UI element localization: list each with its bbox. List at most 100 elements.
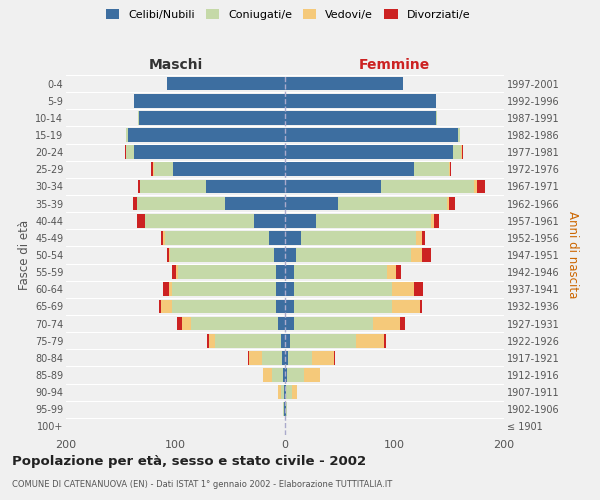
Bar <box>411 248 422 262</box>
Bar <box>294 316 373 330</box>
Bar <box>128 128 285 142</box>
Bar <box>263 368 272 382</box>
Bar <box>283 368 285 382</box>
Bar <box>419 300 422 314</box>
Bar <box>161 300 172 314</box>
Bar <box>140 180 206 194</box>
Bar <box>254 214 285 228</box>
Text: Popolazione per età, sesso e stato civile - 2002: Popolazione per età, sesso e stato civil… <box>12 455 366 468</box>
Bar <box>436 111 437 124</box>
Bar <box>278 316 285 330</box>
Bar <box>285 162 414 176</box>
Bar <box>285 316 294 330</box>
Bar <box>137 196 225 210</box>
Bar <box>285 248 296 262</box>
Bar <box>125 146 126 159</box>
Bar <box>278 386 281 399</box>
Bar <box>126 146 134 159</box>
Bar <box>287 368 304 382</box>
Bar <box>145 214 254 228</box>
Bar <box>356 334 383 347</box>
Bar <box>316 214 431 228</box>
Bar <box>164 231 269 244</box>
Bar <box>138 180 140 194</box>
Bar <box>392 282 414 296</box>
Bar <box>395 266 401 279</box>
Bar <box>283 402 284 416</box>
Bar <box>167 76 285 90</box>
Bar <box>458 128 460 142</box>
Bar <box>387 266 395 279</box>
Bar <box>449 162 451 176</box>
Bar <box>138 111 139 124</box>
Bar <box>161 231 163 244</box>
Bar <box>422 248 431 262</box>
Bar <box>288 351 313 364</box>
Bar <box>285 351 288 364</box>
Bar <box>422 231 425 244</box>
Bar <box>476 180 485 194</box>
Bar <box>285 94 436 108</box>
Bar <box>475 180 476 194</box>
Bar <box>282 351 285 364</box>
Bar <box>400 316 406 330</box>
Y-axis label: Fasce di età: Fasce di età <box>17 220 31 290</box>
Bar <box>281 334 285 347</box>
Bar <box>276 282 285 296</box>
Bar <box>172 282 276 296</box>
Bar <box>296 248 411 262</box>
Bar <box>285 334 290 347</box>
Bar <box>269 231 285 244</box>
Bar <box>284 386 285 399</box>
Bar <box>173 162 285 176</box>
Bar <box>209 334 215 347</box>
Bar <box>285 146 452 159</box>
Bar <box>133 196 137 210</box>
Bar <box>176 266 178 279</box>
Text: COMUNE DI CATENANUOVA (EN) - Dati ISTAT 1° gennaio 2002 - Elaborazione TUTTITALI: COMUNE DI CATENANUOVA (EN) - Dati ISTAT … <box>12 480 392 489</box>
Bar <box>139 111 285 124</box>
Bar <box>313 351 334 364</box>
Bar <box>285 180 382 194</box>
Bar <box>461 146 463 159</box>
Bar <box>416 231 422 244</box>
Bar <box>276 300 285 314</box>
Bar <box>285 266 294 279</box>
Bar <box>152 162 154 176</box>
Bar <box>172 300 276 314</box>
Bar <box>294 282 392 296</box>
Bar <box>285 386 286 399</box>
Bar <box>414 282 423 296</box>
Bar <box>182 316 191 330</box>
Bar <box>169 282 172 296</box>
Bar <box>134 94 285 108</box>
Bar <box>178 266 276 279</box>
Bar <box>285 231 301 244</box>
Bar <box>334 351 335 364</box>
Bar <box>272 368 283 382</box>
Bar <box>206 180 285 194</box>
Bar <box>285 214 316 228</box>
Bar <box>274 248 285 262</box>
Y-axis label: Anni di nascita: Anni di nascita <box>566 212 579 298</box>
Bar <box>414 162 449 176</box>
Bar <box>191 316 278 330</box>
Bar <box>294 266 387 279</box>
Bar <box>292 386 297 399</box>
Bar <box>248 351 249 364</box>
Bar <box>286 386 292 399</box>
Bar <box>262 351 282 364</box>
Bar <box>290 334 356 347</box>
Bar <box>170 248 274 262</box>
Bar <box>434 214 439 228</box>
Bar <box>286 402 287 416</box>
Bar <box>452 146 461 159</box>
Bar <box>285 196 338 210</box>
Bar <box>167 248 169 262</box>
Bar <box>382 180 475 194</box>
Bar <box>285 300 294 314</box>
Bar <box>163 231 164 244</box>
Bar <box>383 334 386 347</box>
Bar <box>249 351 262 364</box>
Bar <box>304 368 320 382</box>
